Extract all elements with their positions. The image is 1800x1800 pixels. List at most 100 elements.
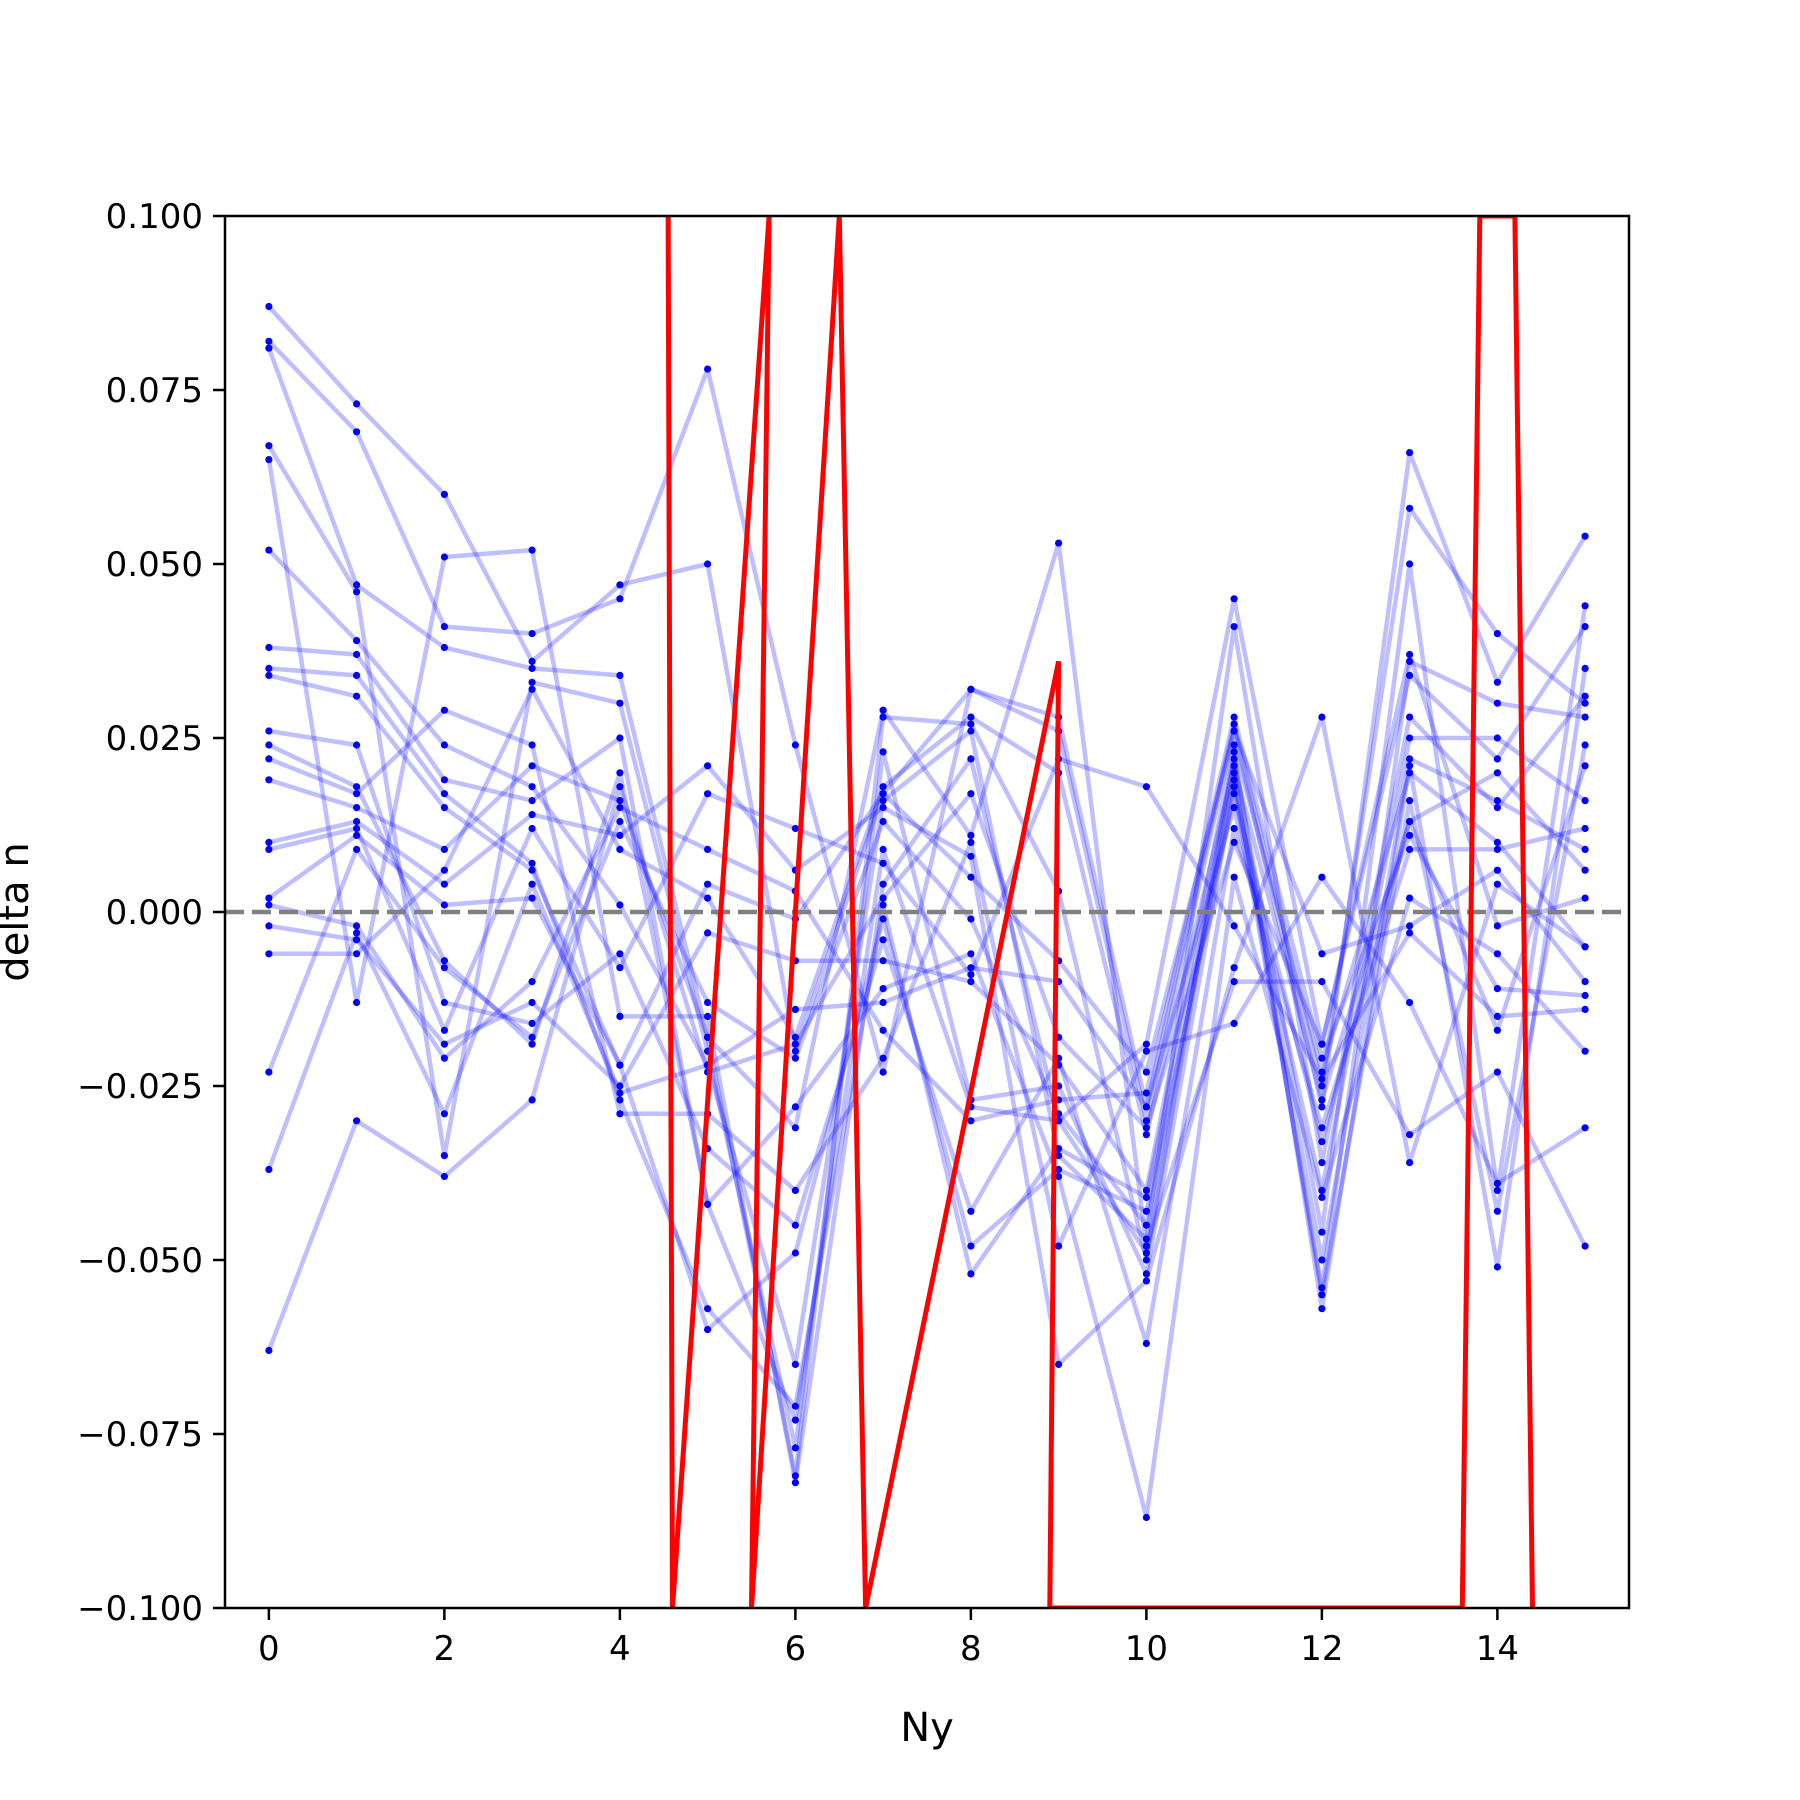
trial-point: [1581, 866, 1589, 874]
trial-point: [704, 880, 712, 888]
trial-point: [1406, 817, 1414, 826]
trial-line-21: [266, 652, 1586, 1352]
x-axis-ticks: 0 2 4 6 8 10 12 14: [258, 1608, 1519, 1669]
trial-point: [1493, 1068, 1501, 1076]
trial-point: [265, 922, 273, 930]
trial-point: [528, 797, 536, 805]
trial-point: [1142, 1186, 1150, 1194]
trial-point: [1493, 845, 1501, 854]
trial-point: [791, 1221, 800, 1229]
trial-point: [1581, 894, 1589, 902]
trial-point: [528, 783, 536, 791]
trial-point: [1230, 595, 1238, 603]
trial-point: [353, 845, 361, 854]
trial-point: [879, 915, 887, 923]
trial-point: [616, 845, 624, 854]
trial-point: [1142, 1513, 1150, 1522]
trial-point: [616, 1089, 624, 1097]
trial-point: [616, 1012, 624, 1021]
trial-point: [791, 1033, 800, 1041]
trial-point: [1230, 964, 1238, 972]
y-tick-label: −0.100: [77, 1589, 203, 1629]
trial-point: [265, 755, 273, 763]
trial-point: [1230, 790, 1238, 798]
trial-point: [1493, 985, 1501, 993]
trial-point: [1406, 831, 1414, 840]
trial-point: [616, 1082, 624, 1090]
trial-line-6: [268, 645, 1588, 1423]
trial-point: [1318, 1186, 1326, 1194]
trial-point: [704, 365, 712, 373]
trial-point: [616, 595, 624, 603]
trial-point: [265, 546, 273, 554]
trial-point: [616, 950, 624, 958]
x-axis-label: Ny: [900, 1705, 954, 1751]
trial-point: [1318, 1305, 1326, 1313]
trial-point: [1406, 504, 1414, 512]
trial-point: [616, 797, 624, 805]
trial-point: [616, 734, 624, 742]
trial-point: [967, 838, 975, 847]
trial-line-8: [268, 673, 1588, 1332]
trial-point: [440, 1040, 448, 1048]
trial-point: [1055, 1172, 1063, 1181]
trial-point: [1581, 824, 1589, 833]
trial-line-7: [268, 666, 1588, 1409]
average-line-layer: [665, 216, 1535, 1608]
trial-line-12: [268, 540, 1588, 1249]
trial-point: [353, 922, 361, 930]
trial-point: [791, 1416, 800, 1424]
trial-point: [1581, 664, 1589, 673]
trial-point: [1581, 713, 1589, 721]
trial-point: [1230, 776, 1238, 784]
trial-point: [353, 637, 361, 645]
trial-point: [1055, 1152, 1063, 1160]
trial-point: [440, 623, 448, 631]
trial-line-11: [268, 707, 1587, 1249]
trial-point: [265, 442, 273, 450]
trial-point: [1406, 734, 1414, 742]
trial-point: [1055, 1145, 1063, 1153]
trial-point: [440, 1172, 448, 1181]
trial-point: [1493, 838, 1501, 847]
trial-point: [791, 1479, 800, 1487]
trial-point: [1493, 804, 1501, 812]
trial-point: [879, 790, 887, 798]
trial-point: [967, 790, 975, 798]
trial-point: [528, 998, 536, 1007]
trial-line-13: [268, 714, 1587, 1367]
trial-point: [1406, 998, 1414, 1007]
trial-line-3: [266, 444, 1586, 1451]
trial-point: [879, 804, 887, 812]
trial-point: [967, 713, 975, 721]
trial-point: [440, 553, 448, 561]
trial-point: [1406, 929, 1414, 937]
trial-point: [791, 1103, 800, 1111]
trial-point: [528, 1033, 536, 1041]
trial-point: [353, 783, 361, 791]
trial-point: [1581, 699, 1589, 707]
trial-point: [879, 1068, 887, 1076]
x-tick-label: 12: [1300, 1629, 1343, 1669]
trial-point: [265, 894, 273, 902]
trial-point: [879, 998, 887, 1007]
trial-point: [1406, 449, 1414, 457]
trial-point: [879, 901, 887, 909]
trial-line-16: [268, 714, 1586, 1124]
trial-point: [440, 1110, 448, 1118]
trial-point: [528, 678, 536, 686]
trial-line-19: [266, 756, 1587, 1263]
trial-point: [1142, 1277, 1150, 1285]
trial-point: [440, 706, 448, 714]
trial-point: [967, 852, 975, 860]
trial-point: [1493, 1026, 1501, 1034]
trial-point: [265, 344, 273, 352]
trial-point: [879, 985, 887, 993]
trial-point: [1318, 1291, 1326, 1299]
trial-point: [265, 741, 273, 749]
trial-point: [1406, 713, 1414, 721]
trial-point: [528, 546, 536, 554]
trial-point: [440, 866, 448, 874]
trial-point: [528, 1040, 536, 1048]
